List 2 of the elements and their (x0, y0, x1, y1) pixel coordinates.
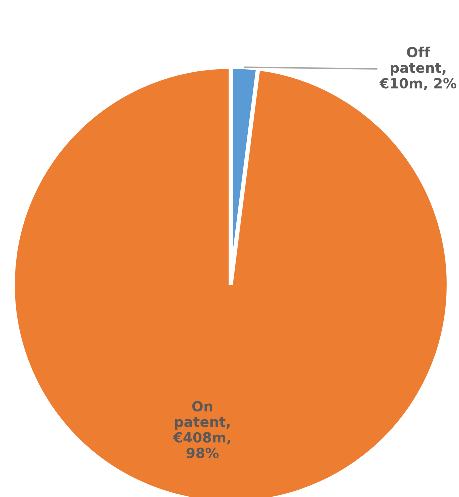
slice-label: On patent, €408m, 98% (173, 401, 230, 458)
slice-label: Off patent, €10m, 2% (380, 46, 457, 91)
